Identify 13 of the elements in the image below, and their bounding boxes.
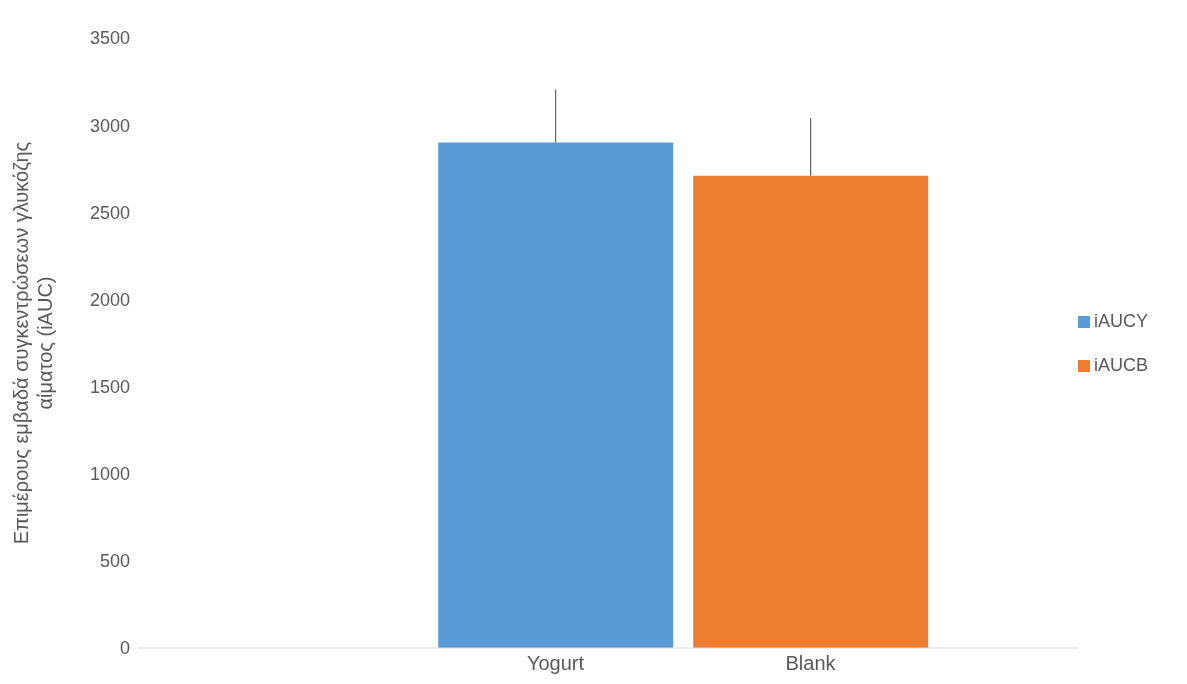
legend-label: iAUCY — [1093, 311, 1148, 331]
y-tick-label: 3500 — [89, 28, 130, 49]
y-tick-label: 500 — [99, 551, 130, 572]
y-tick-label: 0 — [119, 638, 130, 659]
y-tick-label: 2500 — [89, 202, 130, 223]
x-tick-label: Yogurt — [526, 652, 585, 675]
x-tick-label: Blank — [785, 652, 837, 675]
y-tick-label: 3000 — [89, 115, 130, 136]
y-axis-title: Επιμέρους εμβαδά συγκεντρώσεων γλυκόζης αίματος (iAUC) — [10, 141, 56, 545]
y-tick-label: 1500 — [89, 376, 130, 397]
y-tick-label: 1000 — [89, 464, 130, 485]
y-tick-label: 2000 — [89, 289, 130, 310]
legend-label: iAUCB — [1093, 355, 1148, 375]
